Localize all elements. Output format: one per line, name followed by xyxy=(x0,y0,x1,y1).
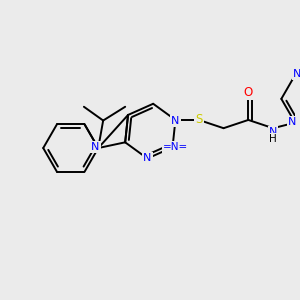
Text: S: S xyxy=(195,113,202,126)
Text: N: N xyxy=(269,127,277,137)
Text: =N=: =N= xyxy=(163,142,188,152)
Text: N: N xyxy=(171,116,180,126)
Text: O: O xyxy=(244,86,253,99)
Text: H: H xyxy=(269,134,277,144)
Text: N: N xyxy=(143,154,152,164)
Text: N: N xyxy=(91,142,100,152)
Text: N: N xyxy=(293,69,300,79)
Text: N: N xyxy=(288,117,296,127)
